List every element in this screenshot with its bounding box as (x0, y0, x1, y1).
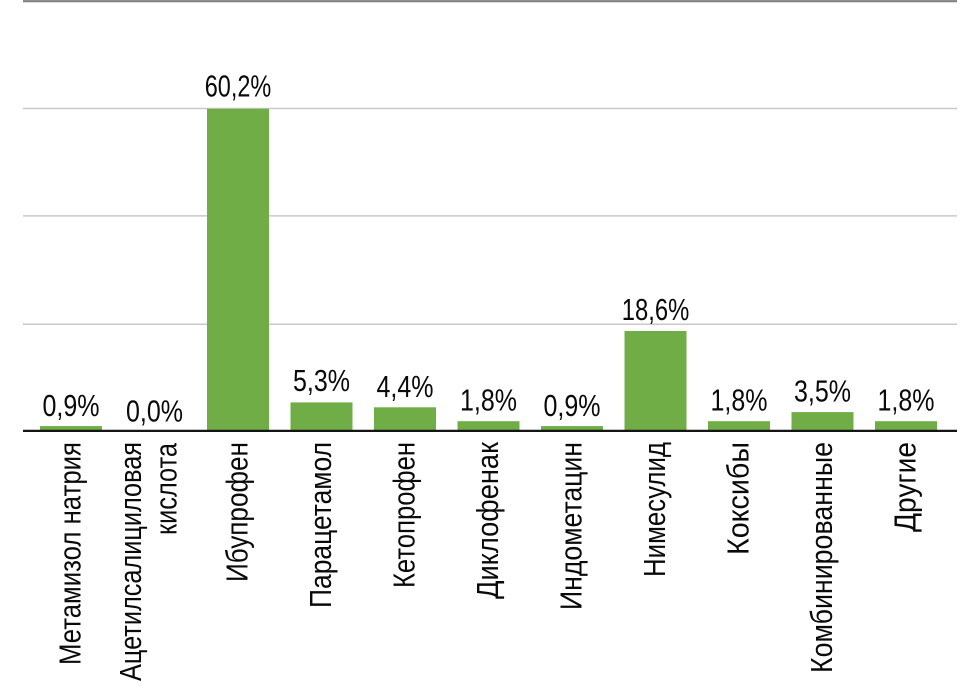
svg-text:0,9%: 0,9% (43, 389, 100, 423)
svg-text:1,8%: 1,8% (460, 384, 517, 418)
svg-text:Другие: Другие (889, 442, 923, 532)
svg-text:Диклофенак: Диклофенак (471, 441, 505, 599)
svg-text:Индометацин: Индометацин (555, 442, 589, 610)
svg-text:Коксибы: Коксибы (722, 442, 756, 555)
svg-text:5,3%: 5,3% (293, 364, 350, 398)
svg-text:Нимесулид: Нимесулид (638, 442, 672, 577)
svg-text:Кетопрофен: Кетопрофен (388, 442, 422, 588)
svg-text:4,4%: 4,4% (377, 370, 434, 404)
svg-text:Ибупрофен: Ибупрофен (221, 442, 255, 582)
svg-text:1,8%: 1,8% (878, 384, 935, 418)
svg-text:кислота: кислота (150, 443, 184, 535)
svg-text:Комбинированные: Комбинированные (805, 442, 839, 673)
svg-text:Парацетамол: Парацетамол (304, 442, 338, 608)
svg-text:0,9%: 0,9% (544, 389, 601, 423)
svg-text:Метамизол натрия: Метамизол натрия (54, 442, 88, 665)
svg-text:18,6%: 18,6% (622, 293, 690, 327)
svg-text:1,8%: 1,8% (711, 384, 768, 418)
svg-text:60,2%: 60,2% (205, 70, 272, 104)
svg-text:3,5%: 3,5% (794, 375, 851, 409)
svg-text:Ацетилсалициловая: Ацетилсалициловая (114, 442, 148, 681)
svg-text:0,0%: 0,0% (126, 394, 183, 428)
